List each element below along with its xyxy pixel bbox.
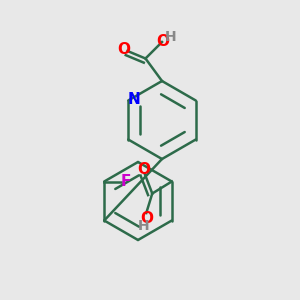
Text: N: N (127, 92, 140, 106)
Text: O: O (140, 211, 153, 226)
Text: O: O (117, 42, 130, 57)
Text: H: H (137, 219, 149, 232)
Text: H: H (165, 30, 176, 44)
Text: O: O (137, 162, 150, 177)
Text: F: F (121, 174, 131, 189)
Text: O: O (156, 34, 170, 49)
